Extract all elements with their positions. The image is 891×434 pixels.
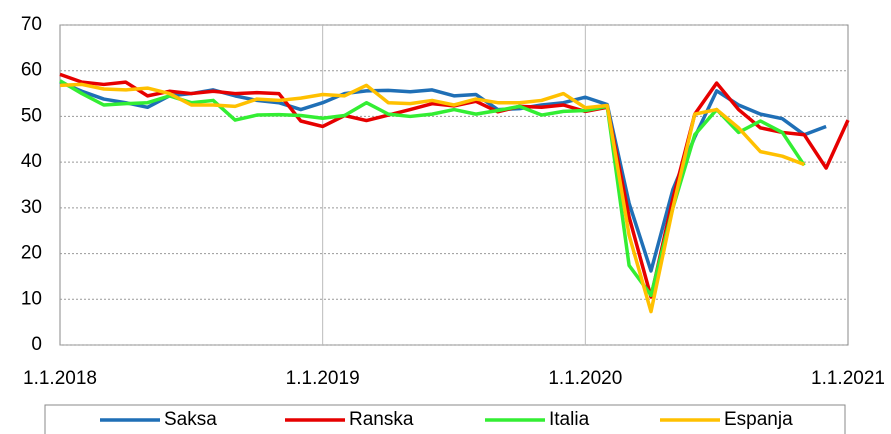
line-series <box>59 72 850 299</box>
y-tick-label: 70 <box>21 14 42 35</box>
legend-label: Saksa <box>164 409 217 430</box>
line-series <box>59 79 806 297</box>
y-tick-label: 60 <box>21 60 42 81</box>
x-tick-label: 1.1.2020 <box>548 368 622 389</box>
legend-label: Ranska <box>349 409 414 430</box>
legend-label: Italia <box>549 409 590 430</box>
y-tick-label: 50 <box>21 105 42 126</box>
x-tick-label: 1.1.2018 <box>23 368 97 389</box>
y-tick-label: 30 <box>21 197 42 218</box>
line-series <box>59 82 805 314</box>
y-tick-label: 10 <box>21 288 42 309</box>
x-tick-label: 1.1.2019 <box>286 368 360 389</box>
x-tick-label: 1.1.2021 <box>811 368 885 389</box>
legend-label: Espanja <box>724 409 793 430</box>
y-tick-label: 0 <box>31 334 42 355</box>
y-tick-label: 40 <box>21 151 42 172</box>
plot-frame <box>59 24 849 346</box>
y-tick-label: 20 <box>21 243 42 264</box>
